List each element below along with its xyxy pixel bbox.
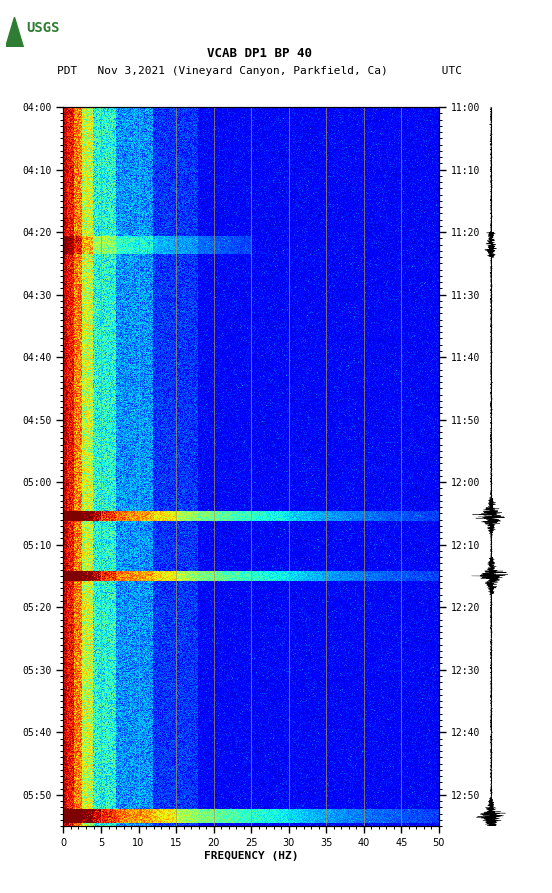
Polygon shape bbox=[6, 17, 23, 47]
Text: VCAB DP1 BP 40: VCAB DP1 BP 40 bbox=[207, 47, 312, 60]
Text: PDT   Nov 3,2021 (Vineyard Canyon, Parkfield, Ca)        UTC: PDT Nov 3,2021 (Vineyard Canyon, Parkfie… bbox=[57, 66, 462, 77]
Text: USGS: USGS bbox=[26, 21, 60, 35]
X-axis label: FREQUENCY (HZ): FREQUENCY (HZ) bbox=[204, 851, 299, 861]
